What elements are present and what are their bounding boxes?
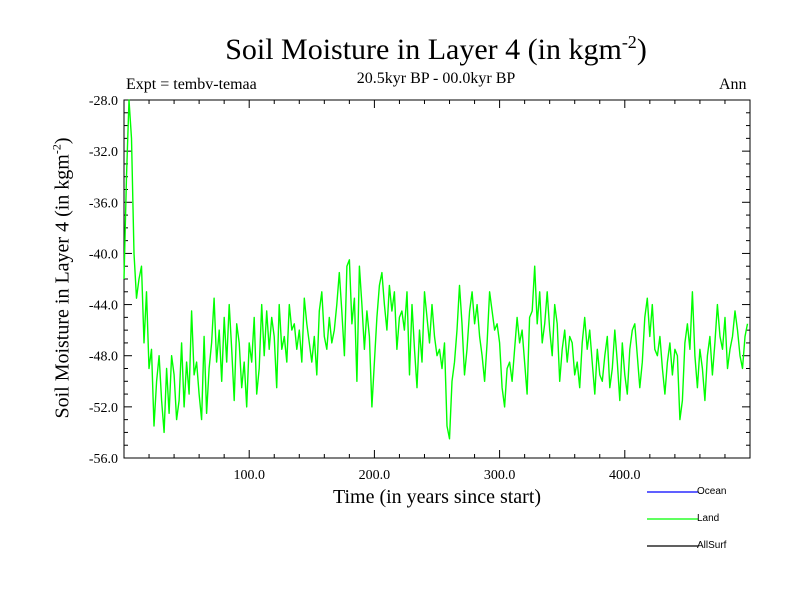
y-tick-label: -32.0 [89, 145, 118, 160]
chart-title: Soil Moisture in Layer 4 (in kgm-2) [225, 32, 647, 66]
y-tick-label: -52.0 [89, 401, 118, 416]
experiment-label: Expt = tembv-temaa [126, 76, 257, 93]
x-tick-label: 200.0 [359, 468, 391, 483]
y-tick-label: -56.0 [89, 452, 118, 467]
x-tick-label: 400.0 [609, 468, 641, 483]
y-tick-label: -44.0 [89, 299, 118, 314]
legend-label-allsurf: AllSurf [697, 540, 727, 551]
series-line-land [123, 99, 749, 440]
y-tick-label: -36.0 [89, 196, 118, 211]
plot-frame [123, 99, 751, 459]
y-tick-label: -40.0 [89, 247, 118, 262]
season-label: Ann [719, 76, 747, 93]
period-label: 20.5kyr BP - 00.0kyr BP [356, 70, 516, 87]
x-axis-label: Time (in years since start) [332, 486, 542, 508]
y-tick-label: -28.0 [89, 94, 118, 109]
legend-label-land: Land [697, 513, 720, 524]
x-tick-label: 100.0 [233, 468, 265, 483]
legend-label-ocean: Ocean [697, 486, 727, 497]
y-tick-label: -48.0 [89, 350, 118, 365]
x-tick-label: 300.0 [484, 468, 516, 483]
